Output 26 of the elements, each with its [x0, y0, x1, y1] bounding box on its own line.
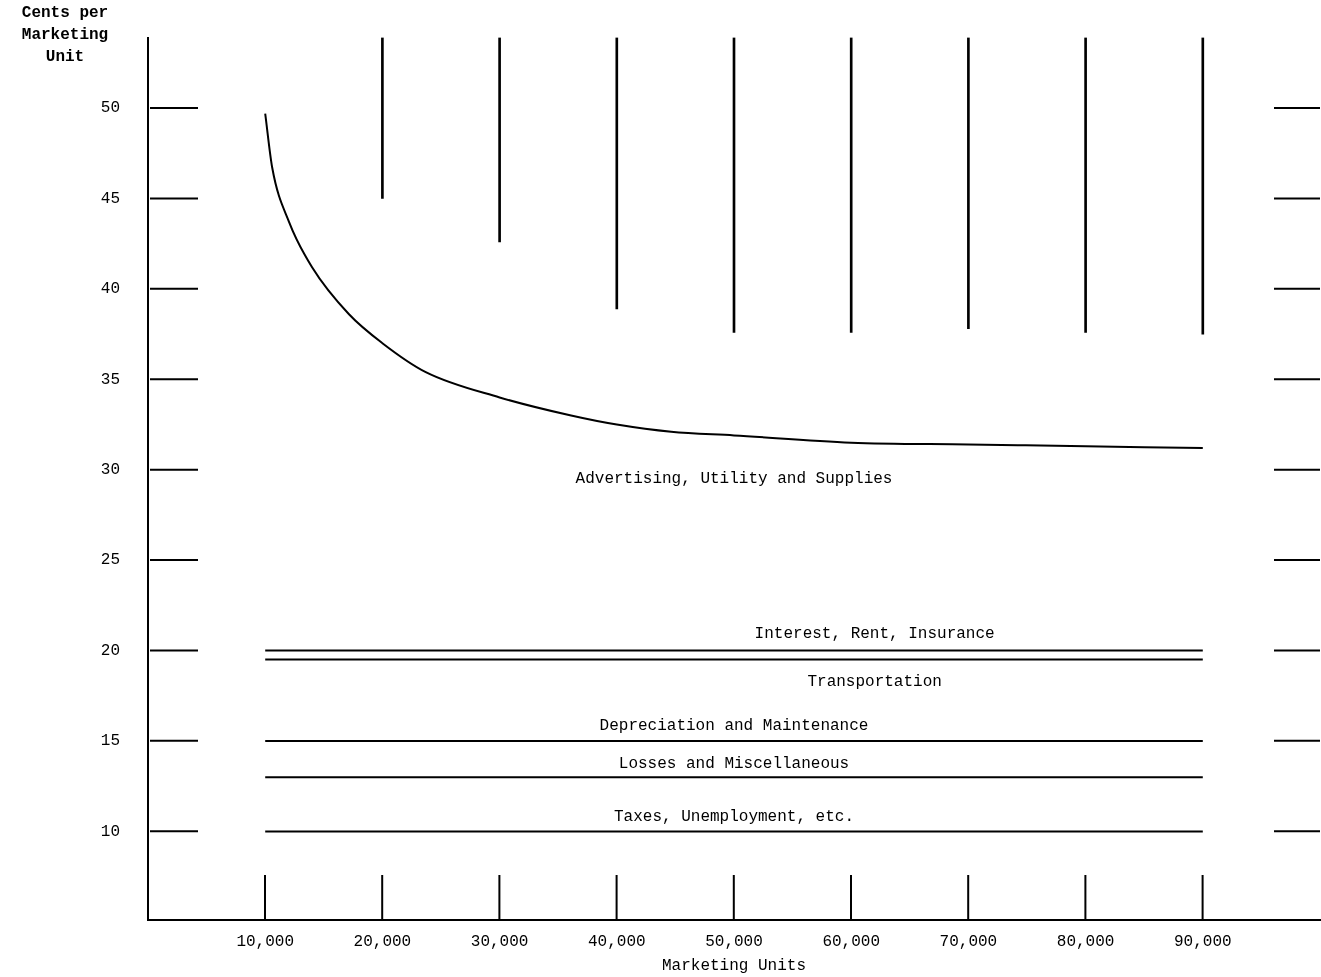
x-axis-title: Marketing Units [661, 956, 807, 975]
series-label: Losses and Miscellaneous [618, 755, 850, 774]
x-tick-label: 40,000 [588, 932, 646, 951]
y-tick-label: 40 [100, 280, 120, 299]
x-tick-label: 30,000 [470, 932, 529, 951]
x-tick-label: 10,000 [236, 932, 294, 951]
x-tick-label: 50,000 [705, 932, 763, 951]
x-tick-label: 20,000 [353, 932, 412, 951]
x-tick-label: 80,000 [1056, 932, 1115, 951]
series-label: Taxes, Unemployment, etc. [613, 807, 855, 826]
x-tick-label: 90,000 [1174, 932, 1232, 951]
y-tick-label: 35 [100, 370, 120, 389]
y-tick-label: 15 [100, 732, 120, 751]
series-label: Depreciation and Maintenance [599, 717, 869, 736]
series-label: Advertising, Utility and Supplies [575, 469, 893, 488]
y-axis-title: Cents per Marketing Unit [20, 3, 110, 68]
series-label: Transportation [807, 672, 942, 691]
x-tick-label: 60,000 [822, 932, 880, 951]
series-label: Interest, Rent, Insurance [754, 624, 995, 643]
y-tick-label: 25 [100, 551, 120, 570]
y-tick-label: 45 [100, 189, 120, 208]
y-tick-label: 20 [100, 641, 120, 660]
y-tick-label: 10 [100, 822, 120, 841]
y-tick-label: 30 [100, 460, 120, 479]
x-tick-label: 70,000 [939, 932, 998, 951]
y-tick-label: 50 [100, 99, 120, 118]
